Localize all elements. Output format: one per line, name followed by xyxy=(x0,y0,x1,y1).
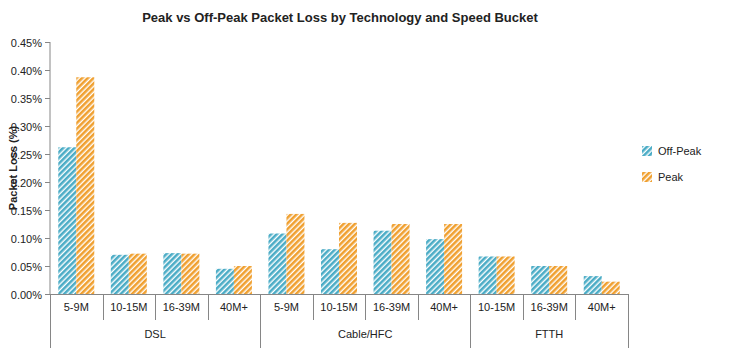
x-separator xyxy=(50,294,51,348)
legend-label: Peak xyxy=(658,171,684,183)
y-tick-label: 0.35% xyxy=(11,93,42,105)
x-tick-label: 16-39M xyxy=(373,301,410,313)
bar xyxy=(129,254,147,294)
bar xyxy=(392,224,410,294)
bar xyxy=(321,249,339,294)
x-separator xyxy=(313,294,314,320)
x-tick-label: 16-39M xyxy=(163,301,200,313)
y-tick xyxy=(45,98,50,99)
bar xyxy=(426,239,444,294)
x-tick-label: 10-15M xyxy=(110,301,147,313)
x-tick-label: 5-9M xyxy=(64,301,89,313)
bar xyxy=(497,256,515,294)
background xyxy=(0,0,736,352)
bar xyxy=(339,223,357,294)
x-tick-label: 10-15M xyxy=(320,301,357,313)
y-tick-label: 0.40% xyxy=(11,65,42,77)
bar xyxy=(234,266,252,294)
bar xyxy=(584,276,602,294)
y-tick-label: 0.45% xyxy=(11,37,42,49)
x-separator xyxy=(628,294,629,348)
x-tick-label: 10-15M xyxy=(478,301,515,313)
bar xyxy=(444,224,462,294)
x-group-label: DSL xyxy=(144,328,165,340)
bar xyxy=(76,77,94,294)
x-separator xyxy=(365,294,366,320)
y-axis-line xyxy=(50,42,51,294)
y-tick-label: 0.15% xyxy=(11,205,42,217)
x-tick-label: 40M+ xyxy=(588,301,616,313)
x-separator xyxy=(523,294,524,320)
y-tick-label: 0.20% xyxy=(11,177,42,189)
x-separator xyxy=(470,294,471,348)
y-tick-label: 0.00% xyxy=(11,289,42,301)
bar xyxy=(58,147,76,294)
y-tick xyxy=(45,42,50,43)
y-tick-label: 0.30% xyxy=(11,121,42,133)
bar xyxy=(286,214,304,294)
x-axis-line xyxy=(50,294,628,295)
x-tick-label: 5-9M xyxy=(274,301,299,313)
bar xyxy=(602,282,620,294)
y-tick xyxy=(45,238,50,239)
y-tick-label: 0.10% xyxy=(11,233,42,245)
x-tick-label: 40M+ xyxy=(430,301,458,313)
bar xyxy=(181,254,199,294)
x-separator xyxy=(260,294,261,348)
y-tick xyxy=(45,126,50,127)
x-group-label: FTTH xyxy=(535,328,563,340)
y-tick xyxy=(45,182,50,183)
bar xyxy=(374,231,392,294)
y-tick-label: 0.05% xyxy=(11,261,42,273)
bar xyxy=(479,256,497,294)
y-tick xyxy=(45,154,50,155)
x-tick-label: 16-39M xyxy=(531,301,568,313)
x-separator xyxy=(208,294,209,320)
x-separator xyxy=(155,294,156,320)
bar xyxy=(531,266,549,294)
y-tick xyxy=(45,210,50,211)
y-tick xyxy=(45,266,50,267)
bar xyxy=(268,234,286,294)
y-tick xyxy=(45,70,50,71)
legend-label: Off-Peak xyxy=(658,145,702,157)
x-tick-label: 40M+ xyxy=(220,301,248,313)
chart: Peak vs Off-Peak Packet Loss by Technolo… xyxy=(0,0,736,352)
bar xyxy=(163,253,181,294)
legend-swatch xyxy=(642,172,652,182)
y-tick-label: 0.25% xyxy=(11,149,42,161)
bar xyxy=(549,266,567,294)
legend-swatch xyxy=(642,146,652,156)
bar xyxy=(111,255,129,294)
x-separator xyxy=(418,294,419,320)
x-group-label: Cable/HFC xyxy=(338,328,392,340)
bars xyxy=(58,77,619,294)
title: Peak vs Off-Peak Packet Loss by Technolo… xyxy=(142,10,538,25)
x-separator xyxy=(103,294,104,320)
y-tick xyxy=(45,294,50,295)
y-axis-label: Packet Loss (%) xyxy=(7,125,19,210)
bar xyxy=(216,269,234,294)
x-separator xyxy=(575,294,576,320)
